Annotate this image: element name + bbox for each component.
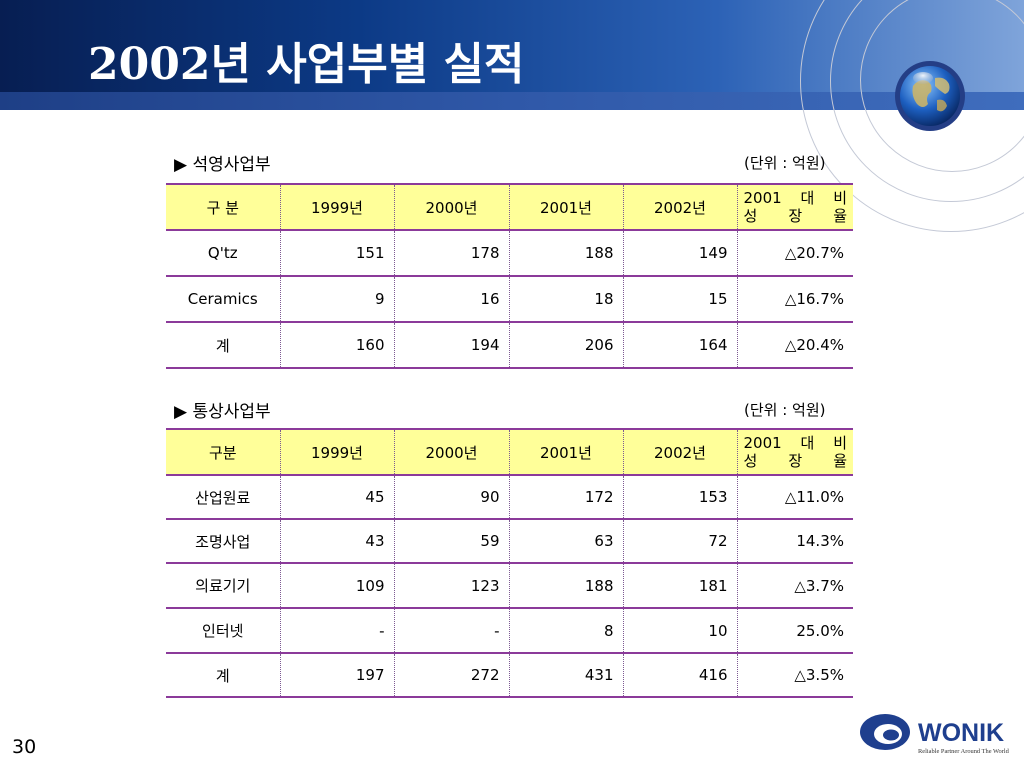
- table-header-row: 구분 1999년 2000년 2001년 2002년 2001 대 비 성 장 …: [166, 428, 853, 476]
- column-header-2001: 2001년: [508, 183, 623, 231]
- cell-value: 172: [508, 475, 623, 520]
- cell-value: 8: [508, 608, 623, 654]
- row-label: 계: [166, 322, 280, 369]
- logo-tagline: Reliable Partner Around The World: [918, 748, 1010, 755]
- growth-header-line2: 성 장 율: [743, 207, 848, 225]
- cell-value: 59: [393, 519, 509, 564]
- decorative-rings: [790, 0, 1024, 260]
- logo-wordmark: WONIK: [918, 719, 1004, 747]
- header-stripe: [0, 92, 1024, 110]
- globe-icon: [895, 48, 965, 144]
- column-header-growth: 2001 대 비 성 장 율: [736, 428, 853, 476]
- table-row: 산업원료 45 90 172 153 △11.0%: [166, 475, 853, 520]
- cell-growth: △11.0%: [736, 475, 853, 520]
- page-title: 2002년 사업부별 실적: [88, 39, 525, 90]
- cell-value: 164: [622, 322, 737, 369]
- column-header-category: 구분: [166, 428, 280, 476]
- table-row: 인터넷 - - 8 10 25.0%: [166, 608, 853, 654]
- cell-growth: △3.7%: [736, 563, 853, 609]
- cell-growth: △3.5%: [736, 653, 853, 698]
- cell-value: 194: [393, 322, 509, 369]
- cell-value: 9: [279, 276, 394, 323]
- cell-value: 206: [508, 322, 623, 369]
- table-row: 의료기기 109 123 188 181 △3.7%: [166, 563, 853, 609]
- cell-growth: △20.7%: [736, 230, 853, 277]
- column-header-2000: 2000년: [393, 428, 509, 476]
- cell-value: 151: [279, 230, 394, 277]
- table-row: Q'tz 151 178 188 149 △20.7%: [166, 230, 853, 277]
- cell-value: 109: [279, 563, 394, 609]
- column-header-2002: 2002년: [622, 183, 737, 231]
- row-label: Ceramics: [166, 276, 280, 323]
- row-label: 인터넷: [166, 608, 280, 654]
- cell-value: 431: [508, 653, 623, 698]
- cell-growth: △16.7%: [736, 276, 853, 323]
- cell-value: 149: [622, 230, 737, 277]
- cell-value: 16: [393, 276, 509, 323]
- column-header-2001: 2001년: [508, 428, 623, 476]
- section-quartz-label: ▶ 석영사업부: [174, 155, 271, 175]
- table-row-total: 계 160 194 206 164 △20.4%: [166, 322, 853, 369]
- cell-value: 416: [622, 653, 737, 698]
- page-number: 30: [12, 736, 37, 758]
- row-label: Q'tz: [166, 230, 280, 277]
- trade-division-table: 구분 1999년 2000년 2001년 2002년 2001 대 비 성 장 …: [166, 428, 853, 698]
- company-logo: WONIK Reliable Partner Around The World: [858, 710, 1018, 758]
- row-label: 의료기기: [166, 563, 280, 609]
- column-header-2000: 2000년: [393, 183, 509, 231]
- row-label: 조명사업: [166, 519, 280, 564]
- cell-value: 15: [622, 276, 737, 323]
- cell-growth: △20.4%: [736, 322, 853, 369]
- cell-value: 272: [393, 653, 509, 698]
- cell-value: -: [393, 608, 509, 654]
- table-row: Ceramics 9 16 18 15 △16.7%: [166, 276, 853, 323]
- cell-value: 72: [622, 519, 737, 564]
- cell-value: 45: [279, 475, 394, 520]
- row-label: 계: [166, 653, 280, 698]
- growth-header-line2: 성 장 율: [743, 452, 848, 470]
- cell-value: 18: [508, 276, 623, 323]
- section-trade-label: ▶ 통상사업부: [174, 402, 271, 422]
- column-header-1999: 1999년: [279, 183, 394, 231]
- growth-header-line1: 2001 대 비: [743, 434, 848, 452]
- table-row-total: 계 197 272 431 416 △3.5%: [166, 653, 853, 698]
- cell-value: 181: [622, 563, 737, 609]
- section-trade-unit: (단위 : 억원): [744, 401, 826, 419]
- cell-value: 197: [279, 653, 394, 698]
- section-quartz-unit: (단위 : 억원): [744, 154, 826, 172]
- cell-value: 63: [508, 519, 623, 564]
- cell-value: 43: [279, 519, 394, 564]
- table-header-row: 구 분 1999년 2000년 2001년 2002년 2001 대 비 성 장…: [166, 183, 853, 231]
- quartz-division-table: 구 분 1999년 2000년 2001년 2002년 2001 대 비 성 장…: [166, 183, 853, 369]
- cell-value: 178: [393, 230, 509, 277]
- growth-header-line1: 2001 대 비: [743, 189, 848, 207]
- cell-growth: 14.3%: [736, 519, 853, 564]
- column-header-category: 구 분: [166, 183, 280, 231]
- cell-value: 90: [393, 475, 509, 520]
- row-label: 산업원료: [166, 475, 280, 520]
- cell-value: 123: [393, 563, 509, 609]
- table-row: 조명사업 43 59 63 72 14.3%: [166, 519, 853, 564]
- cell-growth: 25.0%: [736, 608, 853, 654]
- cell-value: 153: [622, 475, 737, 520]
- cell-value: 188: [508, 230, 623, 277]
- column-header-growth: 2001 대 비 성 장 율: [736, 183, 853, 231]
- cell-value: 188: [508, 563, 623, 609]
- cell-value: 160: [279, 322, 394, 369]
- cell-value: -: [279, 608, 394, 654]
- column-header-1999: 1999년: [279, 428, 394, 476]
- column-header-2002: 2002년: [622, 428, 737, 476]
- cell-value: 10: [622, 608, 737, 654]
